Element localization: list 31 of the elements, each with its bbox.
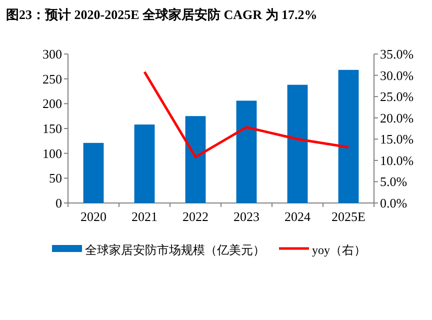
legend-label: yoy（右） — [312, 243, 366, 257]
y-tick-label: 300 — [42, 46, 62, 62]
y2-tick-label: 30.0% — [380, 68, 414, 83]
x-tick-label: 2023 — [234, 209, 260, 224]
bar — [236, 100, 257, 203]
x-tick-label: 2020 — [80, 209, 106, 224]
line-series — [143, 70, 350, 158]
x-tick-label: 2024 — [284, 209, 311, 224]
y-tick-label: 0 — [56, 196, 62, 210]
y2-tick-label: 35.0% — [380, 46, 414, 62]
y2-tick-label: 0.0% — [380, 196, 408, 210]
bar — [338, 70, 359, 203]
x-tick-label: 2025E — [332, 209, 366, 224]
y-tick-label: 50 — [49, 170, 62, 186]
y-tick-label: 200 — [42, 96, 62, 112]
y-tick-label: 250 — [42, 71, 62, 86]
y2-tick-label: 15.0% — [380, 132, 414, 147]
legend-label: 全球家居安防市场规模（亿美元） — [85, 243, 265, 257]
bar — [287, 84, 308, 203]
y2-tick-label: 10.0% — [380, 152, 414, 168]
y-tick-label: 150 — [42, 121, 62, 136]
y2-tick-label: 25.0% — [380, 89, 414, 104]
x-tick-label: 2021 — [132, 209, 158, 224]
bar — [83, 142, 104, 203]
bar — [134, 124, 155, 203]
y2-tick-label: 5.0% — [380, 174, 408, 190]
bar — [185, 116, 206, 203]
y-tick-label: 100 — [42, 146, 62, 161]
x-tick-label: 2022 — [182, 209, 208, 224]
y2-tick-label: 20.0% — [380, 110, 414, 126]
chart-title: 图23：预计 2020-2025E 全球家居安防 CAGR 为 17.2% — [6, 7, 318, 22]
